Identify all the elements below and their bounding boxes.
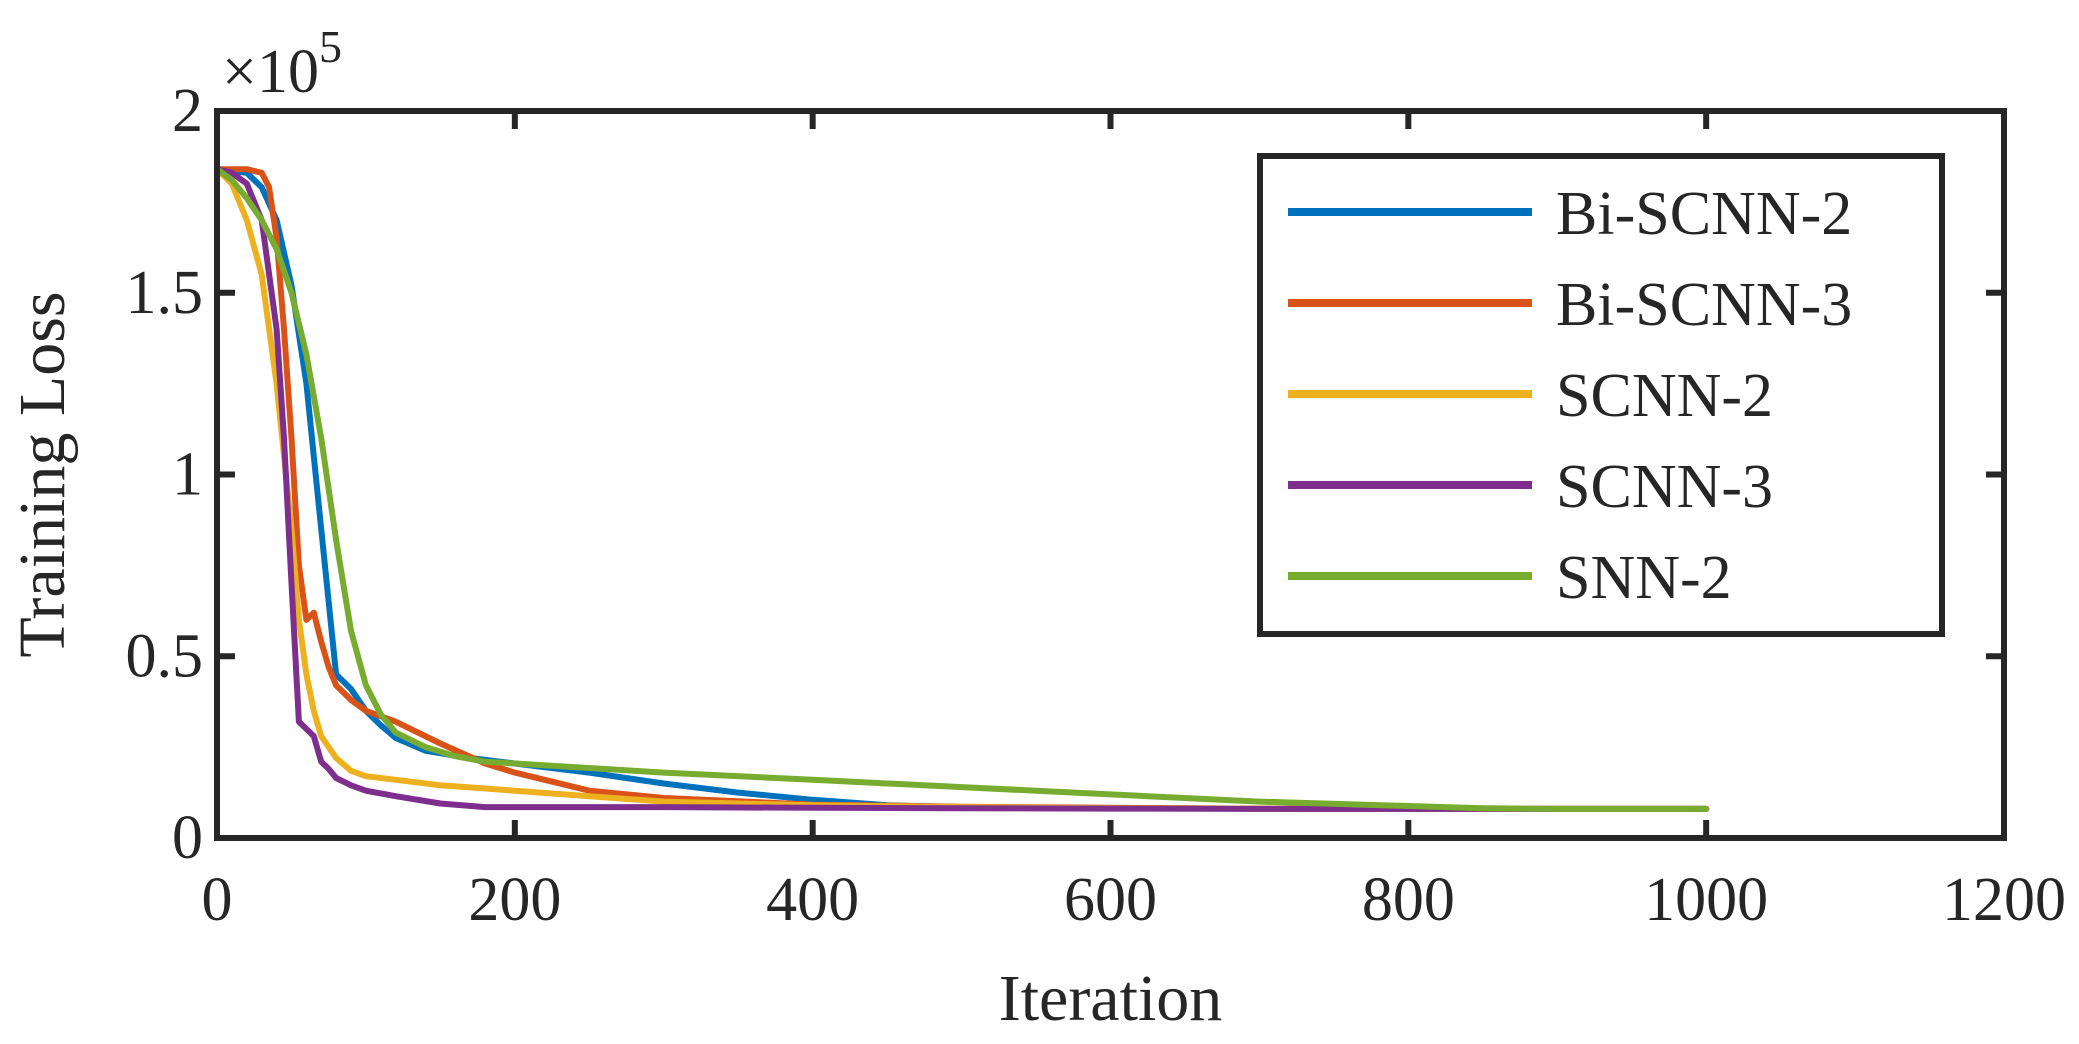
x-tick-label: 600 xyxy=(1064,866,1157,934)
series-line-scnn-3 xyxy=(214,166,1710,812)
y-tick-label: 2 xyxy=(172,77,203,145)
x-tick-label: 1200 xyxy=(1942,866,2066,934)
series-layer xyxy=(214,166,1710,812)
y-axis-title: Training Loss xyxy=(6,291,79,657)
y-tick-label: 1.5 xyxy=(126,259,204,327)
y-axis-exponent-base: ×10 xyxy=(222,38,319,106)
labels-layer: 0 200 400 600 800 1000 1200 0 0.5 1 1.5 2 Iteration T… xyxy=(6,21,2066,1035)
ticks-layer xyxy=(214,108,2007,841)
legend: Bi-SCNN-2 Bi-SCNN-3 SCNN-2 SCNN-3 SNN-2 xyxy=(1257,153,1945,637)
y-tick-label: 1 xyxy=(172,441,203,509)
legend-label: SCNN-3 xyxy=(1556,453,1773,521)
y-axis-exponent-power: 5 xyxy=(319,21,342,72)
x-tick-label: 200 xyxy=(468,866,561,934)
y-tick-label: 0.5 xyxy=(126,622,204,690)
x-axis-title: Iteration xyxy=(999,962,1223,1035)
legend-label: SNN-2 xyxy=(1556,544,1732,612)
legend-label: Bi-SCNN-3 xyxy=(1556,271,1852,339)
legend-label: Bi-SCNN-2 xyxy=(1556,180,1852,248)
legend-label: SCNN-2 xyxy=(1556,362,1773,430)
y-axis-exponent: ×105 xyxy=(222,21,342,106)
x-tick-label: 0 xyxy=(202,866,233,934)
y-tick-label: 0 xyxy=(172,804,203,872)
x-tick-label: 800 xyxy=(1362,866,1455,934)
series-line-snn-2 xyxy=(214,166,1710,812)
x-tick-label: 400 xyxy=(766,866,859,934)
x-tick-label: 1000 xyxy=(1644,866,1768,934)
